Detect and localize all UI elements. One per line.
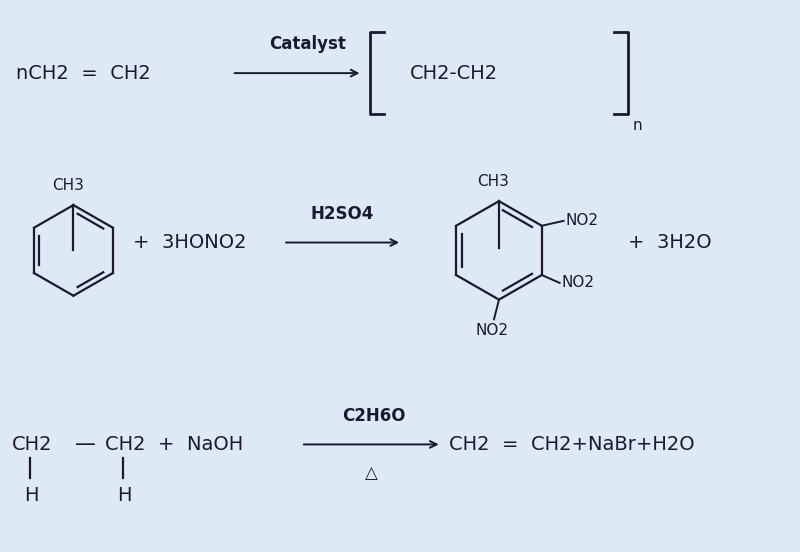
Text: CH2  +  NaOH: CH2 + NaOH <box>105 435 243 454</box>
Text: △: △ <box>365 464 378 482</box>
Text: nCH2  =  CH2: nCH2 = CH2 <box>16 63 150 83</box>
Text: H2SO4: H2SO4 <box>311 205 374 223</box>
Text: CH3: CH3 <box>52 178 83 193</box>
Text: +  3HONO2: + 3HONO2 <box>133 233 246 252</box>
Text: NO2: NO2 <box>475 323 509 338</box>
Text: CH2  =  CH2+NaBr+H2O: CH2 = CH2+NaBr+H2O <box>450 435 695 454</box>
Text: —: — <box>75 434 96 454</box>
Text: Catalyst: Catalyst <box>270 35 346 54</box>
Text: CH2: CH2 <box>12 435 53 454</box>
Text: C2H6O: C2H6O <box>342 407 406 424</box>
Text: CH2-CH2: CH2-CH2 <box>410 63 498 83</box>
Text: +  3H2O: + 3H2O <box>628 233 711 252</box>
Text: H: H <box>117 486 131 505</box>
Text: NO2: NO2 <box>562 275 594 290</box>
Text: H: H <box>24 486 38 505</box>
Text: n: n <box>633 119 642 134</box>
Text: CH3: CH3 <box>477 174 509 189</box>
Text: NO2: NO2 <box>566 213 598 229</box>
